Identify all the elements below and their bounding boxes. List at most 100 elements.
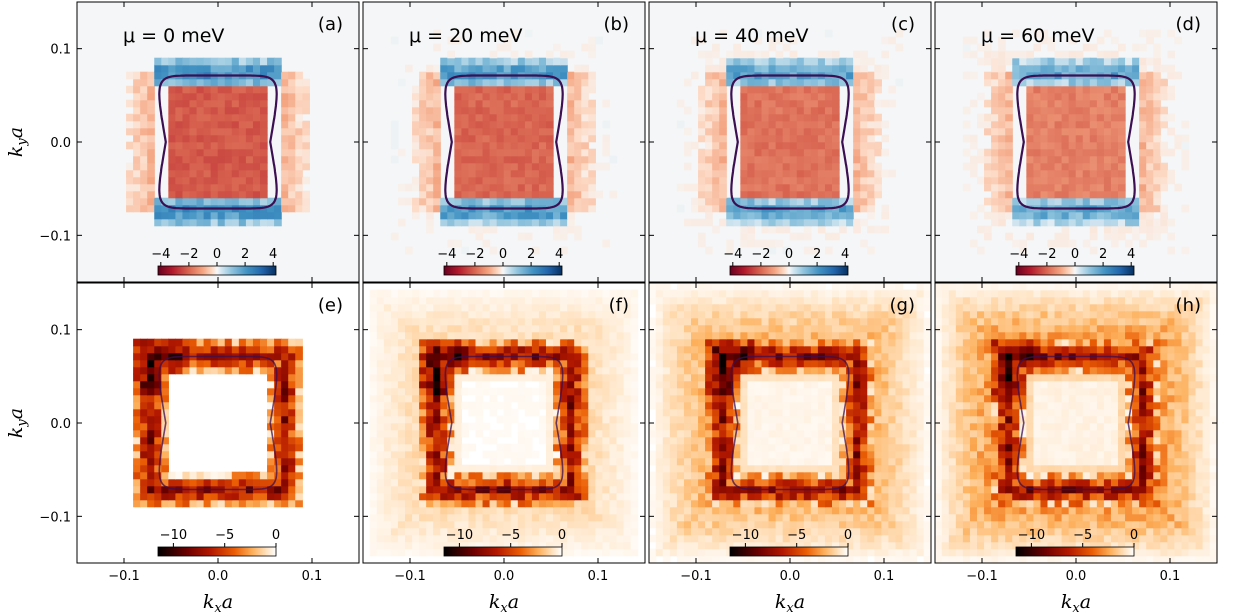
heatmap-cell <box>609 548 618 557</box>
heatmap-cell <box>433 190 441 199</box>
heatmap-cell <box>740 239 748 248</box>
heatmap-cell <box>581 436 589 445</box>
heatmap-cell <box>649 478 657 487</box>
heatmap-cell <box>1153 92 1161 101</box>
heatmap-cell <box>595 520 603 529</box>
heatmap-cell <box>616 450 625 459</box>
heatmap-cell <box>412 471 420 480</box>
heatmap-cell <box>426 225 434 234</box>
heatmap-cell <box>168 492 176 501</box>
heatmap-cell <box>909 555 918 563</box>
heatmap-cell <box>616 359 625 368</box>
heatmap-cell <box>1005 50 1013 59</box>
heatmap-cell <box>376 429 385 438</box>
heatmap-cell <box>433 183 441 192</box>
heatmap-cell <box>168 155 176 164</box>
heatmap-cell <box>531 211 540 220</box>
heatmap-cell <box>1075 162 1084 171</box>
heatmap-cell <box>609 331 618 340</box>
heatmap-cell <box>853 548 861 557</box>
heatmap-cell <box>691 499 699 508</box>
heatmap-cell <box>782 506 791 515</box>
heatmap-cell <box>789 162 798 171</box>
heatmap-cell <box>260 345 268 354</box>
heatmap-cell <box>553 310 561 319</box>
heatmap-cell <box>189 57 198 66</box>
heatmap-cell <box>461 190 470 199</box>
heatmap-cell <box>189 141 198 150</box>
heatmap-cell <box>895 534 904 543</box>
heatmap-cell <box>796 113 805 122</box>
heatmap-cell <box>860 64 868 73</box>
heatmap-cell <box>588 183 596 192</box>
heatmap-cell <box>161 401 169 410</box>
heatmap-cell <box>662 534 671 543</box>
heatmap-cell <box>567 331 575 340</box>
heatmap-cell <box>1054 134 1063 143</box>
heatmap-cell <box>224 499 233 508</box>
heatmap-cell <box>538 394 547 403</box>
heatmap-cell <box>810 541 819 550</box>
heatmap-cell <box>733 485 741 494</box>
heatmap-cell <box>754 169 763 178</box>
heatmap-cell <box>1040 134 1049 143</box>
heatmap-cell <box>189 359 198 368</box>
heatmap-cell <box>698 204 706 213</box>
heatmap-cell <box>1103 85 1112 94</box>
heatmap-cell <box>1061 183 1070 192</box>
heatmap-cell <box>369 471 378 480</box>
heatmap-cell <box>440 338 448 347</box>
heatmap-cell <box>553 478 561 487</box>
heatmap-cell <box>560 457 568 466</box>
heatmap-cell <box>623 408 632 417</box>
heatmap-cell <box>602 141 611 150</box>
heatmap-cell <box>1139 57 1147 66</box>
heatmap-cell <box>231 176 240 185</box>
heatmap-cell <box>302 176 310 185</box>
heatmap-cell <box>676 555 685 563</box>
heatmap-cell <box>1019 211 1027 220</box>
heatmap-cell <box>609 485 618 494</box>
heatmap-cell <box>761 64 770 73</box>
heatmap-cell <box>683 534 692 543</box>
heatmap-cell <box>630 401 639 410</box>
heatmap-cell <box>789 120 798 129</box>
heatmap-cell <box>154 443 162 452</box>
heatmap-cell <box>754 492 763 501</box>
heatmap-cell <box>274 401 282 410</box>
heatmap-cell <box>902 478 911 487</box>
heatmap-cell <box>655 464 664 473</box>
heatmap-cell <box>623 534 632 543</box>
heatmap-cell <box>1012 71 1020 80</box>
heatmap-cell <box>546 380 554 389</box>
heatmap-cell <box>133 408 141 417</box>
heatmap-cell <box>510 176 519 185</box>
heatmap-cell <box>546 85 554 94</box>
heatmap-cell <box>482 387 491 396</box>
heatmap-cell <box>454 127 462 136</box>
heatmap-cell <box>740 176 748 185</box>
heatmap-cell <box>175 218 184 227</box>
heatmap-cell <box>546 499 554 508</box>
heatmap-cell <box>669 506 678 515</box>
heatmap-cell <box>874 499 882 508</box>
heatmap-cell <box>839 506 847 515</box>
heatmap-cell <box>1075 120 1084 129</box>
heatmap-cell <box>397 436 406 445</box>
heatmap-cell <box>853 183 861 192</box>
heatmap-cell <box>1019 78 1027 87</box>
heatmap-cell <box>182 57 191 66</box>
heatmap-cell <box>719 464 727 473</box>
heatmap-cell <box>998 197 1006 206</box>
heatmap-cell <box>553 303 561 312</box>
heatmap-cell <box>1047 120 1056 129</box>
heatmap-cell <box>1110 211 1119 220</box>
heatmap-cell <box>853 148 861 157</box>
heatmap-cell <box>503 218 512 227</box>
heatmap-cell <box>602 120 611 129</box>
heatmap-cell <box>426 64 434 73</box>
heatmap-cell <box>1153 113 1161 122</box>
heatmap-cell <box>538 331 547 340</box>
heatmap-cell <box>288 380 296 389</box>
heatmap-cell <box>581 520 589 529</box>
